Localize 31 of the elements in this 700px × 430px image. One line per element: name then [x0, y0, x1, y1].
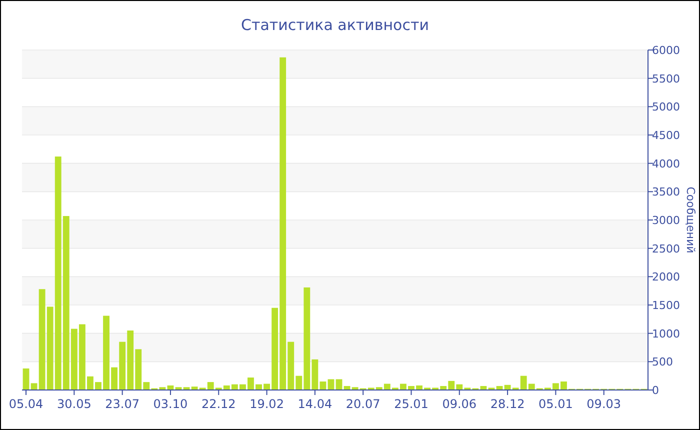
y-tick-label: 0	[652, 384, 659, 397]
x-tick-label: 09.03	[586, 397, 622, 411]
x-tick-label: 20.07	[346, 397, 380, 411]
y-tick-label: 500	[652, 356, 673, 369]
bar	[328, 379, 334, 390]
x-tick-label: 23.07	[105, 397, 140, 411]
x-tick-label: 05.04	[8, 397, 44, 411]
y-tick-label: 4000	[652, 157, 680, 170]
chart-title: Статистика активности	[241, 16, 429, 34]
x-tick-label: 05.01	[538, 397, 573, 411]
bar	[336, 379, 342, 390]
y-tick-label: 3000	[652, 214, 680, 227]
bar	[22, 368, 30, 390]
y-tick-label: 2500	[652, 242, 680, 256]
y-tick-label: 3500	[652, 186, 680, 199]
y-tick-label: 1500	[652, 299, 680, 312]
y-tick-label: 2000	[652, 270, 680, 284]
y-tick-label: 6000	[652, 44, 680, 57]
y-axis-title: Сообщений	[684, 186, 697, 254]
x-tick-label: 03.10	[153, 397, 188, 411]
x-tick-label: 14.04	[298, 397, 332, 411]
x-tick-label: 19.02	[250, 397, 284, 411]
x-tick-label: 25.01	[394, 397, 428, 411]
x-tick-label: 22.12	[201, 397, 236, 411]
y-tick-label: 1000	[652, 327, 680, 340]
x-tick-label: 30.05	[56, 397, 92, 411]
y-tick-label: 4500	[652, 129, 680, 142]
y-tick-label: 5500	[652, 72, 680, 86]
x-tick-label: 09.06	[442, 397, 477, 411]
x-tick-label: 28.12	[490, 397, 525, 411]
y-tick-label: 5000	[652, 100, 680, 114]
